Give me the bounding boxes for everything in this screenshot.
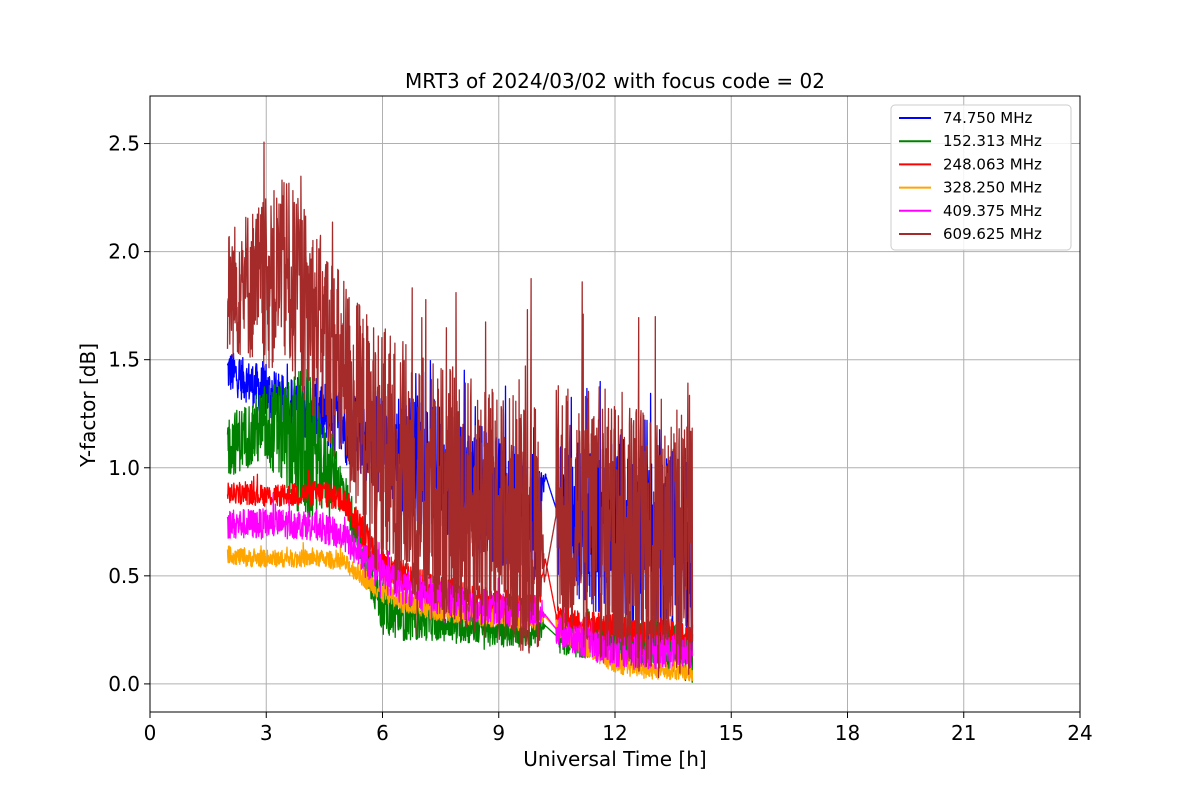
- legend-label: 248.063 MHz: [943, 155, 1042, 173]
- chart-title: MRT3 of 2024/03/02 with focus code = 02: [405, 69, 825, 93]
- x-tick-label: 15: [719, 721, 744, 745]
- legend-label: 152.313 MHz: [943, 132, 1042, 150]
- x-tick-label: 24: [1067, 721, 1092, 745]
- x-tick-label: 21: [951, 721, 976, 745]
- legend-label: 74.750 MHz: [943, 109, 1032, 127]
- series-line: [226, 141, 694, 679]
- y-tick-label: 0.5: [108, 564, 140, 588]
- legend: 74.750 MHz 152.313 MHz 248.063 MHz 328.2…: [890, 104, 1072, 251]
- legend-label: 409.375 MHz: [943, 202, 1042, 220]
- y-tick-label: 1.5: [108, 348, 140, 372]
- legend-label: 328.250 MHz: [943, 179, 1042, 197]
- plot-area: [226, 141, 694, 683]
- y-tick-label: 2.5: [108, 132, 140, 156]
- x-tick-label: 6: [376, 721, 389, 745]
- x-axis: 0 3 6 9 12 15 18 21 24: [144, 712, 1093, 745]
- series-line: [226, 541, 694, 682]
- x-tick-label: 9: [492, 721, 505, 745]
- x-axis-label: Universal Time [h]: [523, 747, 706, 771]
- legend-box: [890, 104, 1072, 251]
- y-tick-label: 1.0: [108, 456, 140, 480]
- y-axis: 0.0 0.5 1.0 1.5 2.0 2.5: [108, 132, 150, 696]
- legend-label: 609.625 MHz: [943, 225, 1042, 243]
- x-tick-label: 18: [835, 721, 860, 745]
- x-tick-label: 3: [260, 721, 273, 745]
- x-tick-label: 0: [144, 721, 157, 745]
- x-tick-label: 12: [602, 721, 627, 745]
- y-tick-label: 2.0: [108, 240, 140, 264]
- y-tick-label: 0.0: [108, 672, 140, 696]
- y-axis-label: Y-factor [dB]: [76, 343, 100, 468]
